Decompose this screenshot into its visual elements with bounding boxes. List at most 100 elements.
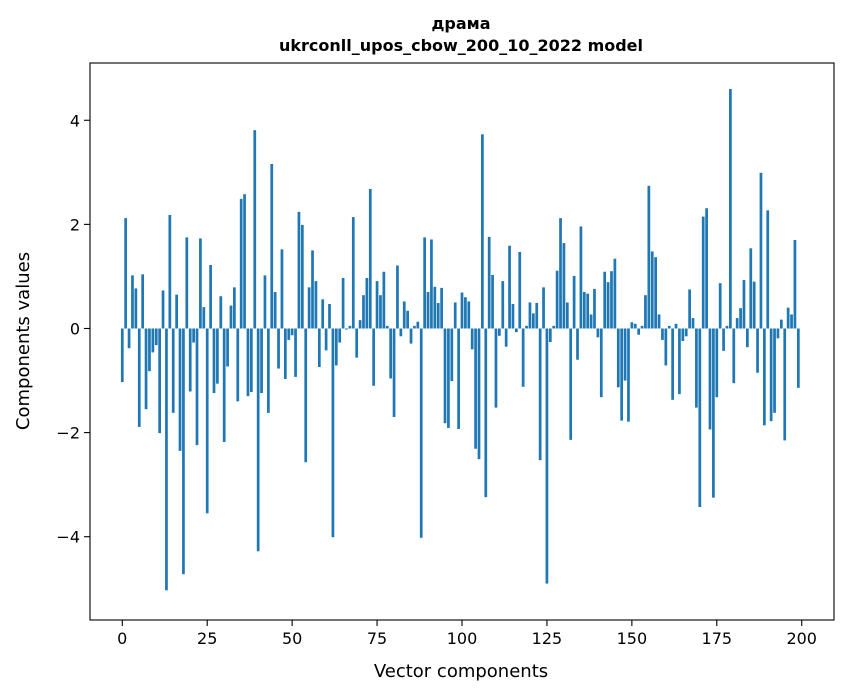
bar-78 <box>385 325 389 329</box>
y-tick-label: −4 <box>56 528 80 547</box>
bar-17 <box>178 328 182 451</box>
y-tick-label: −2 <box>56 424 80 443</box>
bar-143 <box>606 282 610 329</box>
bar-111 <box>498 328 501 336</box>
x-tick-label: 0 <box>117 629 127 648</box>
bar-40 <box>256 328 260 552</box>
bar-150 <box>630 322 634 329</box>
bar-19 <box>185 237 189 329</box>
bar-131 <box>565 302 569 329</box>
bar-137 <box>586 293 590 329</box>
bar-99 <box>457 328 460 429</box>
bar-199 <box>796 328 800 388</box>
bar-112 <box>501 281 505 329</box>
bar-94 <box>440 287 443 329</box>
bar-48 <box>283 328 287 379</box>
bar-188 <box>759 172 763 329</box>
bar-32 <box>229 305 233 329</box>
bar-88 <box>419 328 423 538</box>
bar-114 <box>508 245 511 329</box>
bar-96 <box>447 328 450 428</box>
bar-156 <box>650 251 654 329</box>
bar-175 <box>715 328 719 398</box>
bar-189 <box>763 328 766 426</box>
bar-86 <box>413 325 416 329</box>
bar-16 <box>175 294 178 329</box>
bar-167 <box>688 289 691 329</box>
bar-28 <box>216 328 219 384</box>
bar-155 <box>647 185 651 329</box>
bar-30 <box>222 328 226 442</box>
bar-120 <box>528 302 532 329</box>
bar-39 <box>253 130 257 329</box>
bar-74 <box>372 328 376 386</box>
bar-195 <box>783 328 787 441</box>
bar-133 <box>572 275 576 329</box>
bar-142 <box>603 271 607 329</box>
bar-75 <box>375 281 379 329</box>
bar-160 <box>664 328 668 366</box>
bar-95 <box>443 328 447 424</box>
bar-145 <box>613 258 617 329</box>
bar-90 <box>426 292 430 329</box>
bar-7 <box>144 328 148 410</box>
plot-area-frame <box>89 62 835 621</box>
bar-81 <box>396 265 399 329</box>
bar-20 <box>188 328 192 392</box>
bar-136 <box>582 292 586 329</box>
bar-68 <box>351 217 355 329</box>
bar-6 <box>141 274 145 329</box>
bar-58 <box>317 328 321 368</box>
chart-title: драма <box>431 14 490 33</box>
bar-63 <box>334 328 338 366</box>
bar-55 <box>307 287 311 329</box>
bar-54 <box>304 328 308 463</box>
bar-66 <box>345 328 348 330</box>
bar-115 <box>511 304 515 329</box>
bar-71 <box>362 295 365 329</box>
bar-73 <box>368 188 372 329</box>
bar-154 <box>644 295 647 329</box>
bar-109 <box>491 274 494 329</box>
bar-84 <box>406 310 409 329</box>
bar-170 <box>698 328 702 508</box>
bar-177 <box>722 328 725 351</box>
bar-13 <box>165 328 168 591</box>
bar-10 <box>154 328 158 346</box>
bar-31 <box>226 328 229 367</box>
bar-130 <box>562 243 566 329</box>
bar-69 <box>355 328 359 358</box>
bar-87 <box>416 321 420 329</box>
bar-18 <box>182 328 185 575</box>
bar-15 <box>171 328 175 413</box>
bar-182 <box>739 308 742 329</box>
bar-70 <box>358 320 362 329</box>
bar-180 <box>732 328 736 384</box>
bar-37 <box>246 328 250 397</box>
bar-124 <box>542 287 545 329</box>
bar-141 <box>599 328 603 398</box>
bar-149 <box>627 328 630 422</box>
bar-91 <box>430 239 433 329</box>
bar-166 <box>684 328 688 337</box>
bar-49 <box>287 328 291 340</box>
bar-104 <box>474 328 477 449</box>
bar-56 <box>311 250 314 329</box>
bar-61 <box>328 304 331 329</box>
bar-152 <box>637 328 641 335</box>
bar-59 <box>321 299 325 329</box>
bars-group <box>120 89 800 591</box>
bar-72 <box>365 277 369 329</box>
bar-146 <box>616 328 620 388</box>
bar-0 <box>120 328 124 383</box>
bar-132 <box>569 328 573 440</box>
bar-127 <box>552 325 556 329</box>
bar-77 <box>382 271 386 329</box>
bar-5 <box>137 328 141 427</box>
bar-197 <box>790 314 793 329</box>
bar-45 <box>273 292 277 329</box>
bar-193 <box>776 328 780 339</box>
bar-108 <box>487 236 491 329</box>
bar-168 <box>691 318 695 329</box>
